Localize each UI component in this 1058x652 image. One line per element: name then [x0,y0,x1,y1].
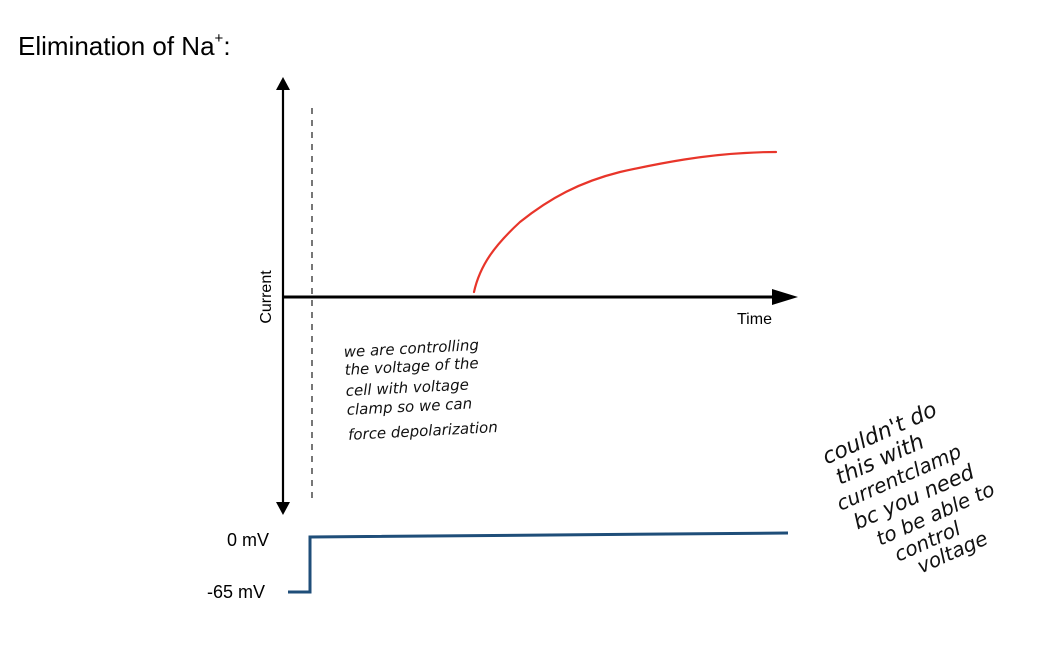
page-title: Elimination of Na+: [18,30,231,62]
y-axis-arrow-up-icon [276,77,290,90]
note-middle-line: force depolarization [348,418,499,444]
current-trace [472,150,778,294]
title-superscript: + [214,30,224,47]
x-axis-label: Time [737,311,772,328]
y-axis-label: Current [258,270,275,324]
handwritten-note-side: couldn't do this with currentclamp bc yo… [819,397,998,578]
handwritten-note-middle: we are controlling the voltage of the ce… [343,336,499,444]
y-axis-arrow-down-icon [276,502,290,515]
title-main: Elimination of Na [18,31,215,61]
title-suffix: : [223,31,231,61]
voltage-level-bottom: -65 mV [207,582,265,602]
x-axis-arrow-icon [772,289,798,305]
voltage-level-top: 0 mV [227,530,269,550]
voltage-step-trace [288,531,789,594]
